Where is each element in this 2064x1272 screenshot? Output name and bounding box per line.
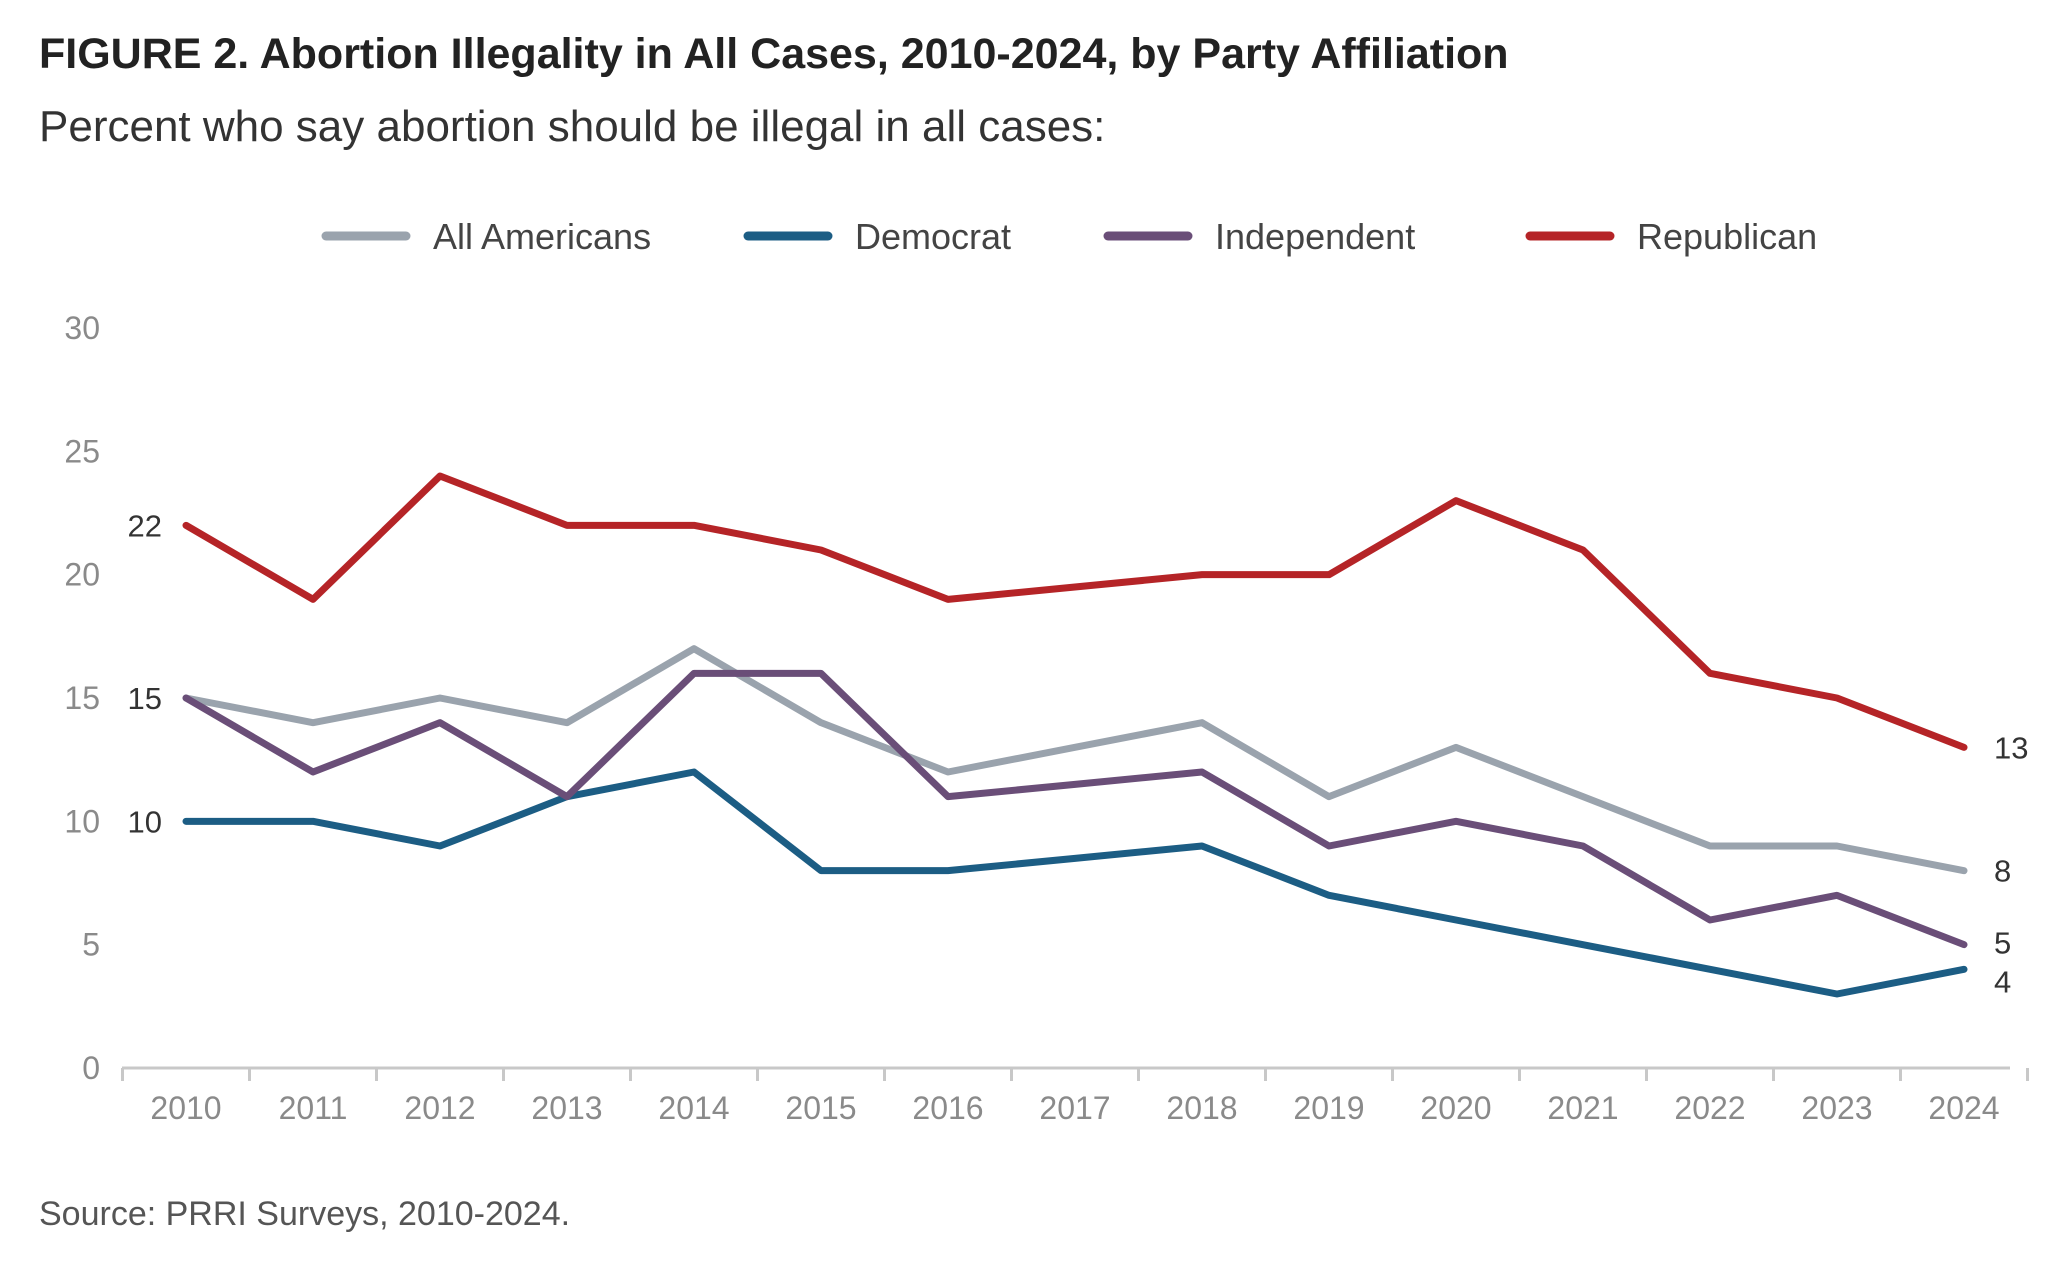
y-tick-label: 30 xyxy=(64,310,100,346)
x-tick-label: 2019 xyxy=(1293,1090,1364,1126)
legend-item-democrat: Democrat xyxy=(743,216,1011,257)
x-tick-label: 2013 xyxy=(531,1090,602,1126)
x-tick-label: 2017 xyxy=(1039,1090,1110,1126)
series-line-independent xyxy=(182,669,1968,949)
legend-label: Democrat xyxy=(855,216,1011,257)
legend-label: All Americans xyxy=(433,216,651,257)
series-lines xyxy=(182,472,1968,998)
x-tick-label: 2024 xyxy=(1928,1090,1999,1126)
source-note: Source: PRRI Surveys, 2010-2024. xyxy=(39,1195,571,1233)
legend-item-independent: Independent xyxy=(1103,216,1415,257)
x-tick-label: 2016 xyxy=(912,1090,983,1126)
x-tick-label: 2023 xyxy=(1801,1090,1872,1126)
y-tick-label: 20 xyxy=(64,557,100,593)
x-tick-label: 2012 xyxy=(404,1090,475,1126)
chart-title: FIGURE 2. Abortion Illegality in All Cas… xyxy=(39,30,1509,78)
legend-item-republican: Republican xyxy=(1525,216,1817,257)
x-tick-label: 2021 xyxy=(1547,1090,1618,1126)
y-tick-label: 10 xyxy=(64,803,100,839)
y-tick-label: 5 xyxy=(82,927,100,963)
x-tick-label: 2018 xyxy=(1166,1090,1237,1126)
series-line-democrat xyxy=(182,768,1968,998)
start-label-democrat: 10 xyxy=(128,804,162,839)
chart-subtitle: Percent who say abortion should be illeg… xyxy=(39,102,1106,151)
legend-item-all-americans: All Americans xyxy=(321,216,651,257)
start-label-republican: 22 xyxy=(128,508,162,543)
y-tick-label: 25 xyxy=(64,433,100,469)
x-tick-label: 2011 xyxy=(279,1090,348,1126)
x-tick-label: 2010 xyxy=(150,1090,221,1126)
end-label-independent: 5 xyxy=(1994,926,2011,961)
x-axis: 2010 2011 2012 2013 2014 2015 2016 2017 2018 2019… xyxy=(121,1066,2029,1126)
y-tick-label: 0 xyxy=(82,1050,100,1086)
x-tick-label: 2014 xyxy=(658,1090,729,1126)
data-labels: 15 8 10 45 22 13 xyxy=(128,508,2029,999)
x-tick-label: 2022 xyxy=(1674,1090,1745,1126)
x-tick-label: 2015 xyxy=(785,1090,856,1126)
end-label-democrat: 4 xyxy=(1994,964,2011,999)
start-label-all-americans: 15 xyxy=(128,681,162,716)
series-line-republican xyxy=(182,472,1968,751)
end-label-all-americans: 8 xyxy=(1994,854,2011,889)
y-tick-label: 15 xyxy=(64,680,100,716)
legend-label: Independent xyxy=(1215,216,1415,257)
x-tick-label: 2020 xyxy=(1420,1090,1491,1126)
chart-legend: All Americans Democrat Independent Republic… xyxy=(321,216,1817,257)
y-axis: 0 5 10 15 20 25 30 xyxy=(64,310,100,1086)
legend-label: Republican xyxy=(1637,216,1817,257)
end-label-republican: 13 xyxy=(1994,730,2028,765)
series-line-all-americans xyxy=(182,645,1968,875)
